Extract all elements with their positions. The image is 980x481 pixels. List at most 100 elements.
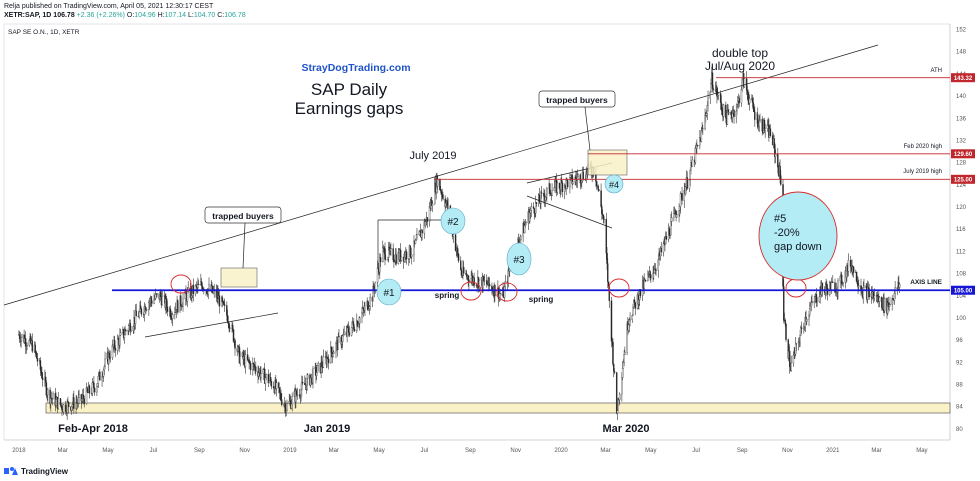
gap5-line1: #5 bbox=[774, 213, 786, 225]
candle-body bbox=[177, 300, 179, 313]
candle-body bbox=[108, 352, 111, 358]
candle-body bbox=[91, 382, 94, 394]
publish-line: Relja published on TradingView.com, Apri… bbox=[4, 3, 214, 10]
x-tick-label: 2021 bbox=[826, 448, 840, 454]
candle-body bbox=[878, 297, 881, 302]
candle-body bbox=[272, 386, 275, 389]
candle-body bbox=[77, 397, 80, 404]
candle-body bbox=[669, 234, 671, 236]
candle-body bbox=[856, 281, 859, 284]
candle-body bbox=[569, 177, 571, 188]
candle-body bbox=[374, 282, 377, 291]
candle-body bbox=[535, 202, 537, 214]
candle-body bbox=[893, 293, 896, 301]
y-tick-label: 136 bbox=[956, 116, 967, 122]
candle-body bbox=[232, 324, 234, 330]
bubble-4-label: #4 bbox=[609, 180, 619, 190]
candle-body bbox=[82, 395, 85, 399]
candle-body bbox=[348, 332, 351, 336]
candle-body bbox=[507, 269, 509, 284]
candle-body bbox=[113, 340, 116, 349]
candle-body bbox=[549, 183, 551, 194]
candle-body bbox=[103, 366, 106, 371]
candle-body bbox=[842, 282, 844, 285]
candle-body bbox=[809, 306, 812, 310]
candle-body bbox=[66, 401, 68, 413]
candle-body bbox=[338, 336, 340, 338]
watermark: StrayDogTrading.com bbox=[301, 62, 410, 74]
candle-body bbox=[285, 410, 287, 413]
candle-body bbox=[296, 394, 299, 396]
symbol-label: SAP SE O.N., 1D, XETR bbox=[8, 29, 80, 36]
candle-body bbox=[47, 389, 49, 396]
candle-body bbox=[300, 389, 302, 398]
candle-body bbox=[728, 112, 730, 114]
candle-body bbox=[679, 193, 682, 207]
price-tag-label: 125.00 bbox=[954, 178, 973, 184]
candle-body bbox=[627, 324, 630, 331]
candle-body bbox=[399, 249, 402, 261]
candle-body bbox=[104, 358, 106, 367]
x-tick-label: Nov bbox=[239, 448, 250, 454]
candle-body bbox=[248, 359, 250, 363]
candle-body bbox=[109, 357, 111, 359]
candle-body bbox=[618, 393, 621, 401]
candle-body bbox=[524, 224, 527, 226]
candle-body bbox=[892, 298, 894, 301]
candle-body bbox=[61, 405, 63, 411]
candle-body bbox=[702, 128, 704, 130]
candle-body bbox=[96, 383, 99, 387]
candle-body bbox=[788, 350, 791, 368]
candle-body bbox=[86, 387, 88, 392]
candle-body bbox=[561, 182, 564, 192]
candle-body bbox=[566, 180, 569, 188]
candle-body bbox=[837, 280, 839, 293]
candle-body bbox=[138, 311, 140, 318]
x-tick-label: May bbox=[916, 448, 927, 454]
candle-body bbox=[670, 221, 672, 236]
gap5-line3: gap down bbox=[774, 241, 822, 253]
candle-body bbox=[529, 210, 532, 214]
candle-body bbox=[808, 314, 810, 320]
candle-body bbox=[321, 361, 323, 368]
y-tick-label: 120 bbox=[956, 205, 967, 211]
candle-body bbox=[132, 326, 134, 331]
candle-body bbox=[460, 269, 463, 276]
x-tick-label: Nov bbox=[510, 448, 521, 454]
candle-body bbox=[540, 192, 542, 204]
candle-body bbox=[145, 309, 147, 313]
candle-body bbox=[774, 153, 777, 157]
candle-body bbox=[740, 89, 743, 104]
candle-body bbox=[405, 251, 408, 260]
candle-body bbox=[232, 329, 235, 342]
bubble-3-label: #3 bbox=[513, 255, 525, 266]
candle-body bbox=[543, 192, 545, 197]
x-tick-label: Mar bbox=[58, 448, 68, 454]
candle-body bbox=[603, 218, 605, 220]
candle-body bbox=[794, 343, 797, 355]
candle-body bbox=[390, 248, 392, 250]
candle-body bbox=[221, 297, 224, 303]
candle-body bbox=[738, 97, 740, 104]
candle-body bbox=[575, 176, 577, 180]
candle-body bbox=[649, 271, 651, 275]
candle-body bbox=[622, 362, 625, 369]
ath-label: ATH bbox=[930, 68, 942, 74]
candle-body bbox=[21, 334, 23, 338]
chart-subtitle: Earnings gaps bbox=[295, 99, 404, 118]
candle-body bbox=[610, 300, 613, 342]
candle-body bbox=[863, 285, 865, 288]
candle-body bbox=[668, 228, 671, 236]
candle-body bbox=[237, 346, 240, 348]
candle-body bbox=[200, 281, 203, 286]
candle-body bbox=[44, 376, 47, 383]
ohlc-open: 104.96 bbox=[134, 12, 156, 19]
candle-body bbox=[706, 105, 709, 114]
candle-body bbox=[462, 267, 465, 274]
candle-body bbox=[278, 382, 280, 388]
candle-body bbox=[223, 301, 225, 305]
trendline-lower-2018 bbox=[144, 312, 279, 338]
candle-body bbox=[634, 302, 636, 309]
candle-body bbox=[367, 300, 369, 310]
